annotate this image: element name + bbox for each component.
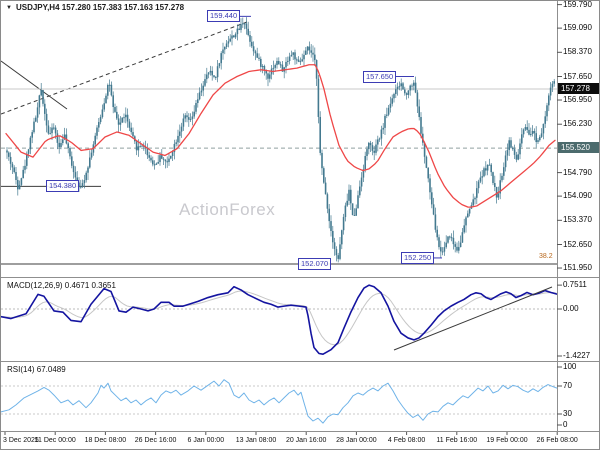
- macd-label: MACD(12,26,9) 0.4671 0.3651: [7, 281, 116, 290]
- rsi-axis-label: 0: [563, 420, 568, 429]
- macd-axis-label: 0.7511: [563, 280, 587, 290]
- current-price-tag: 157.278: [558, 83, 599, 94]
- date-tick-label: 28 Jan 00:00: [336, 437, 377, 444]
- candlestick-series: [6, 17, 555, 263]
- price-annotation: 159.440: [207, 10, 241, 23]
- date-tick-label: 11 Dec 00:00: [34, 437, 76, 444]
- price-annotation: 152.250: [401, 251, 435, 264]
- trendline: [1, 60, 68, 110]
- level-price-tag: 155.520: [558, 142, 599, 153]
- rsi-line: [1, 379, 558, 424]
- macd-line: [1, 284, 558, 355]
- price-tick-label: 159.790: [563, 0, 592, 9]
- date-tick-label: 20 Jan 16:00: [285, 437, 327, 444]
- rsi-axis-label: 30: [563, 409, 572, 418]
- date-tick-label: 4 Feb 08:00: [387, 437, 426, 444]
- price-tick-label: 156.230: [563, 119, 592, 129]
- price-tick-label: 157.650: [563, 71, 592, 81]
- price-tick-label: 159.090: [563, 23, 592, 33]
- dropdown-triangle-icon[interactable]: ▼: [6, 5, 12, 11]
- date-tick-label: 6 Jan 00:00: [187, 437, 225, 444]
- trendline: [1, 21, 248, 115]
- macd-trendline: [393, 286, 553, 351]
- price-tick-label: 156.950: [563, 95, 592, 105]
- price-tick-label: 153.370: [563, 215, 592, 225]
- price-annotation: 152.070: [298, 257, 332, 270]
- symbol-ohlc-text: USDJPY,H4 157.280 157.383 157.163 157.27…: [15, 3, 185, 12]
- price-annotation: 154.380: [46, 180, 80, 193]
- moving-average-line: [5, 64, 556, 208]
- price-tick-label: 154.790: [563, 167, 592, 177]
- price-tick-label: 151.950: [563, 263, 592, 273]
- price-tick-label: 158.370: [563, 47, 592, 57]
- macd-axis-label: 0.00: [563, 304, 579, 313]
- date-tick-label: 3 Dec 2025: [3, 437, 39, 444]
- date-tick-label: 11 Feb 16:00: [436, 437, 478, 444]
- symbol-title: ▼ USDJPY,H4 157.280 157.383 157.163 157.2…: [6, 3, 184, 12]
- date-tick-label: 13 Jan 08:00: [235, 437, 277, 444]
- watermark: ActionForex: [179, 200, 276, 219]
- date-tick-label: 18 Dec 08:00: [84, 437, 127, 444]
- date-tick-label: 26 Dec 16:00: [134, 437, 177, 444]
- macd-signal-line: [1, 290, 557, 346]
- rsi-axis-label: 100: [563, 362, 577, 371]
- date-tick-label: 26 Feb 08:00: [536, 437, 578, 444]
- price-annotation: 157.650: [363, 70, 397, 83]
- date-tick-label: 19 Feb 00:00: [486, 437, 528, 444]
- rsi-axis-label: 70: [563, 381, 572, 390]
- price-tick-label: 152.650: [563, 239, 592, 249]
- price-tick-label: 154.090: [563, 191, 592, 201]
- rsi-label: RSI(14) 67.0489: [7, 365, 66, 374]
- fib-level-label: 38.2: [539, 253, 553, 260]
- macd-axis-label: -1.4227: [563, 351, 591, 360]
